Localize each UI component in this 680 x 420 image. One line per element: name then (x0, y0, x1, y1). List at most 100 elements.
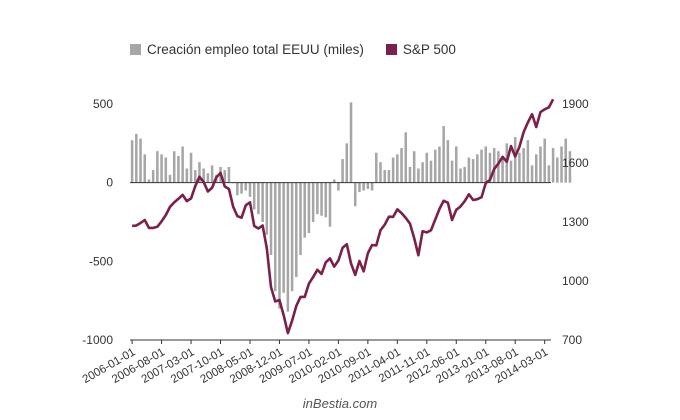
bar (455, 146, 458, 183)
left-y-tick-label: -1000 (82, 333, 113, 347)
bar (160, 154, 163, 183)
right-y-tick-label: 1900 (562, 97, 589, 111)
right-y-tick-label: 1000 (562, 274, 589, 288)
bar (433, 149, 437, 183)
bar (408, 166, 412, 183)
bar (530, 165, 534, 183)
bar (168, 174, 172, 183)
bar (252, 182, 256, 210)
bar (467, 157, 471, 183)
bar (328, 182, 332, 227)
credit-text: inBestia.com (302, 396, 378, 411)
bar (551, 148, 555, 183)
bar (332, 179, 336, 183)
bar (177, 155, 180, 183)
bar (370, 182, 374, 191)
bar (307, 182, 311, 234)
bar (269, 182, 273, 256)
bar (568, 151, 572, 183)
bar (261, 182, 264, 222)
bar (412, 151, 416, 183)
bar (236, 182, 239, 196)
bar (164, 157, 168, 183)
bar (286, 182, 290, 312)
bar (417, 168, 420, 183)
bar (379, 162, 382, 183)
bar (421, 162, 424, 183)
bar (459, 168, 462, 183)
bar (396, 154, 399, 183)
bar (539, 146, 542, 183)
bar (278, 182, 281, 309)
bar (324, 182, 328, 218)
bar (425, 152, 429, 183)
bar (198, 162, 201, 183)
bar (429, 160, 433, 183)
left-y-tick-label: -500 (89, 254, 113, 268)
bar (526, 140, 530, 183)
bar (223, 170, 226, 183)
bar (400, 148, 403, 183)
bar (349, 102, 353, 183)
bar (484, 146, 488, 183)
legend-item-line[interactable]: S&P 500 (385, 42, 456, 57)
bar (265, 182, 269, 235)
legend-swatch-line (385, 44, 397, 55)
bar (172, 151, 176, 183)
bar (290, 182, 294, 292)
bar (446, 140, 450, 183)
legend-item-bars[interactable]: Creación empleo total EEUU (miles) (130, 42, 364, 57)
legend-label-bars: Creación empleo total EEUU (miles) (147, 42, 364, 57)
bar (480, 149, 483, 183)
bar (556, 157, 559, 183)
bar (404, 132, 408, 183)
bar (303, 182, 306, 238)
legend-swatch-bars (130, 44, 141, 55)
bar (320, 182, 323, 216)
bar (471, 159, 475, 183)
bar (547, 165, 551, 183)
bar (492, 148, 496, 183)
left-y-tick-label: 0 (106, 176, 113, 190)
bar (193, 170, 197, 183)
bar (353, 182, 357, 207)
bar (522, 148, 525, 183)
bar (240, 182, 243, 194)
bar (442, 126, 445, 183)
bar (463, 166, 466, 183)
bar (295, 182, 298, 278)
bar (282, 182, 285, 293)
bar (383, 170, 386, 183)
bar (181, 146, 184, 183)
bar (130, 140, 134, 183)
bar (345, 143, 349, 183)
bar (244, 182, 248, 191)
bar (185, 168, 189, 183)
bar (299, 182, 302, 256)
bar (206, 173, 210, 183)
bar (341, 159, 344, 183)
bar (450, 160, 454, 183)
bar (564, 138, 567, 183)
bar (391, 157, 395, 183)
bar (202, 168, 205, 183)
bar (387, 170, 391, 183)
bar (156, 151, 159, 183)
bar (560, 146, 563, 183)
legend: Creación empleo total EEUU (miles) S&P 5… (130, 42, 478, 57)
bar (543, 138, 546, 183)
bar (362, 182, 365, 191)
bar (518, 152, 521, 183)
bar (476, 154, 479, 183)
right-y-tick-label: 700 (562, 333, 582, 347)
bar (151, 170, 155, 183)
bar (337, 182, 340, 191)
bar (210, 165, 214, 183)
bar (501, 155, 504, 183)
bar (139, 138, 142, 183)
bar (358, 182, 361, 193)
bar (366, 182, 370, 189)
bar (509, 160, 513, 183)
bar (316, 182, 319, 215)
legend-label-line: S&P 500 (402, 42, 456, 57)
